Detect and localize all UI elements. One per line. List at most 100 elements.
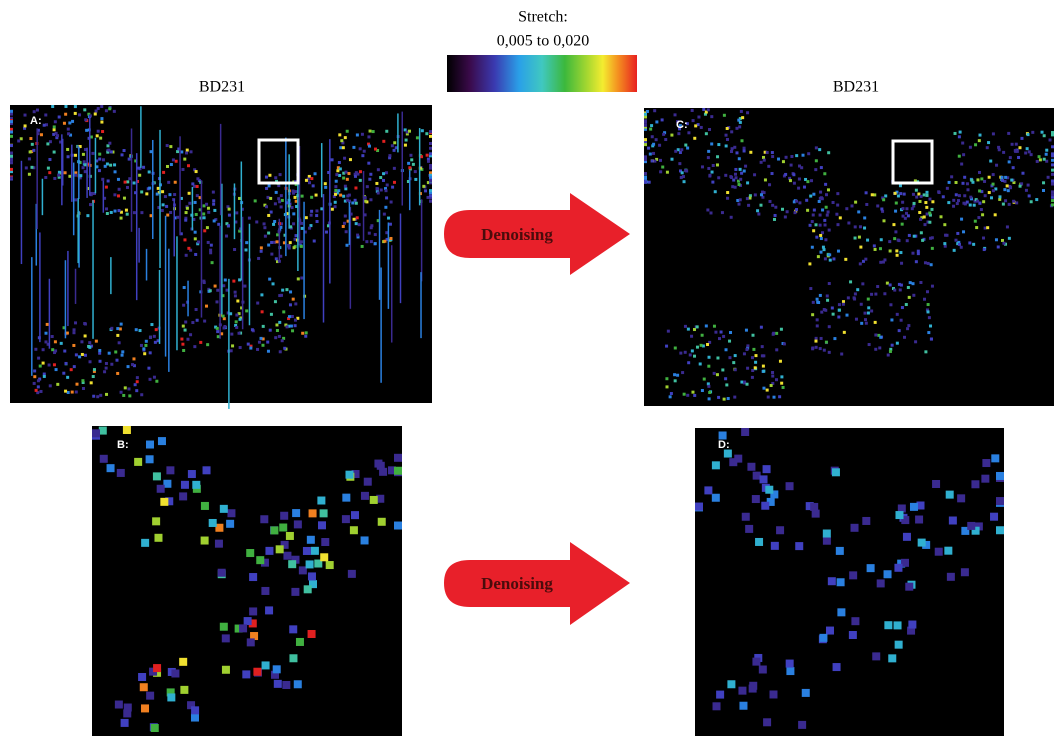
pixel: [289, 290, 293, 294]
pixel: [293, 237, 297, 241]
pixel: [267, 184, 271, 188]
pixel: [1051, 145, 1054, 149]
pixel: [82, 160, 86, 164]
pixel: [308, 181, 312, 185]
pixel: [57, 175, 61, 179]
pixel: [760, 354, 764, 358]
pixel: [152, 139, 154, 239]
image: [695, 428, 1004, 736]
pixel: [227, 509, 236, 518]
pixel: [429, 146, 432, 150]
pixel: [737, 202, 741, 206]
pixel: [893, 237, 897, 241]
pixel: [368, 177, 372, 181]
pixel: [841, 302, 845, 306]
pixel: [771, 203, 775, 207]
pixel: [771, 370, 775, 374]
pixel: [683, 350, 687, 354]
pixel: [138, 672, 147, 681]
pixel: [303, 585, 312, 594]
pixel: [818, 213, 822, 217]
pixel: [1051, 163, 1054, 167]
pixel: [384, 205, 388, 209]
pixel: [759, 325, 763, 329]
pixel: [376, 461, 385, 470]
pixel: [165, 144, 169, 148]
pixel: [34, 388, 38, 392]
pixel: [84, 163, 88, 167]
pixel: [394, 453, 402, 462]
pixel: [113, 209, 117, 213]
pixel: [818, 293, 822, 297]
pixel: [123, 180, 127, 184]
pixel: [104, 185, 108, 189]
pixel: [906, 285, 910, 289]
pixel: [1042, 181, 1046, 185]
pixel: [894, 563, 903, 572]
pixel: [279, 205, 283, 209]
pixel: [239, 624, 248, 633]
pixel: [819, 196, 823, 200]
pixel: [97, 169, 101, 173]
pixel: [724, 173, 728, 177]
pixel: [1018, 184, 1022, 188]
pixel: [971, 526, 980, 535]
pixel: [184, 211, 188, 215]
pixel: [822, 248, 826, 252]
pixel: [866, 564, 875, 573]
pixel: [429, 181, 432, 185]
pixel: [245, 309, 249, 313]
pixel: [259, 336, 263, 340]
pixel: [292, 246, 296, 250]
pixel: [93, 192, 97, 196]
pixel: [135, 376, 139, 380]
pixel: [79, 174, 83, 178]
pixel: [80, 340, 84, 344]
pixel: [853, 236, 857, 240]
pixel: [36, 132, 40, 136]
pixel: [408, 129, 412, 133]
pixel: [239, 331, 243, 335]
pixel: [975, 226, 979, 230]
pixel: [108, 107, 112, 111]
pixel: [882, 219, 886, 223]
pixel: [211, 190, 215, 194]
pixel: [360, 536, 369, 545]
pixel: [219, 504, 228, 513]
pixel: [141, 538, 150, 547]
pixel: [937, 190, 941, 194]
pixel: [895, 341, 899, 345]
pixel: [193, 200, 197, 204]
pixel: [128, 177, 132, 181]
pixel: [866, 311, 870, 315]
pixel: [902, 192, 906, 196]
pixel: [369, 226, 373, 230]
pixel: [1051, 182, 1054, 186]
pixel: [902, 532, 911, 541]
pixel: [648, 152, 652, 156]
pixel: [376, 168, 380, 172]
pixel: [711, 163, 715, 167]
pixel: [815, 318, 819, 322]
pixel: [315, 209, 319, 213]
pixel: [906, 327, 910, 331]
pixel: [83, 322, 87, 326]
pixel: [365, 240, 369, 244]
pixel: [48, 157, 52, 161]
pixel: [929, 236, 933, 240]
pixel: [836, 578, 845, 587]
zoom-box: [891, 139, 934, 185]
pixel: [63, 349, 67, 353]
pixel: [191, 186, 194, 231]
pixel: [194, 252, 198, 256]
pixel: [823, 218, 827, 222]
pixel: [182, 303, 186, 307]
pixel: [1051, 152, 1054, 156]
pixel: [678, 124, 682, 128]
pixel: [928, 213, 932, 217]
pixel: [57, 115, 61, 119]
pixel: [338, 133, 342, 137]
pixel: [771, 381, 775, 385]
pixel: [202, 212, 206, 216]
pixel: [269, 210, 273, 214]
